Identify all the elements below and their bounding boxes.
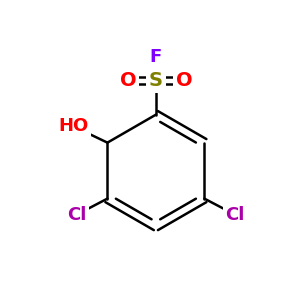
Text: F: F <box>150 48 162 66</box>
Text: O: O <box>176 71 192 90</box>
Text: HO: HO <box>58 117 89 135</box>
Text: S: S <box>149 71 163 90</box>
Text: O: O <box>120 71 136 90</box>
Text: Cl: Cl <box>67 206 86 224</box>
Text: Cl: Cl <box>226 206 245 224</box>
